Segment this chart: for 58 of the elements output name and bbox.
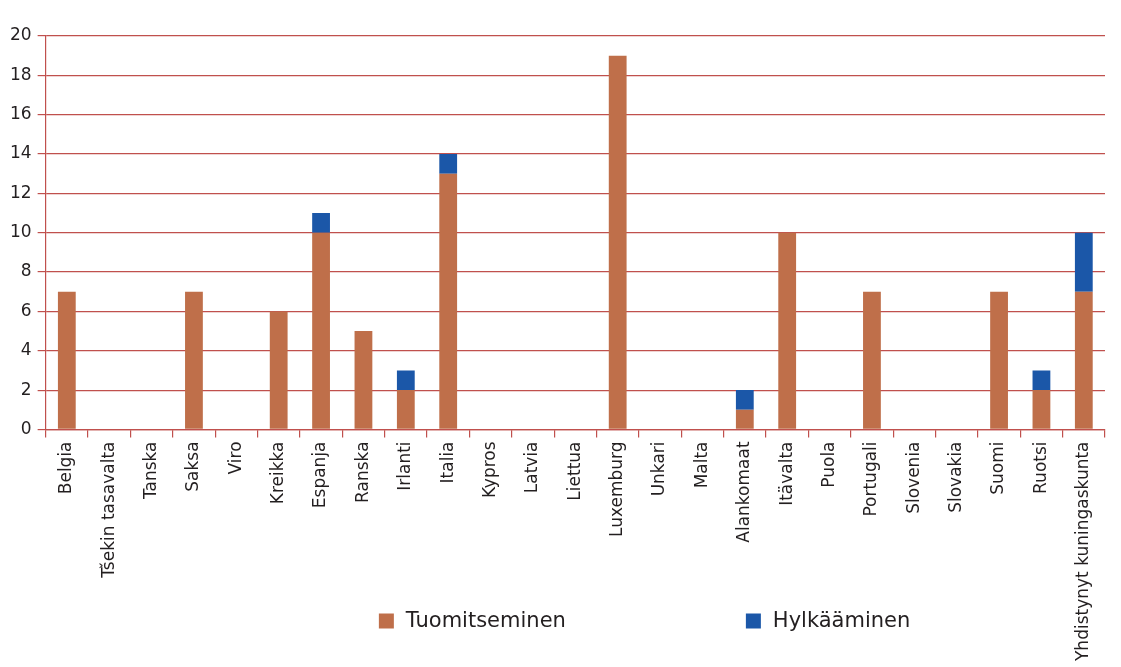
x-tick-label: Tšekin tasavalta [97, 441, 118, 579]
bar [608, 55, 627, 429]
bar [990, 291, 1008, 429]
y-tick-label: 8 [20, 260, 32, 281]
x-tick-label: Ruotsi [1029, 441, 1050, 494]
x-tick-label: Malta [690, 441, 711, 489]
bar [735, 390, 754, 410]
bar [269, 311, 288, 429]
y-tick-label: 12 [9, 181, 32, 202]
bar [185, 291, 203, 429]
x-tick-label: Kreikka [267, 441, 288, 505]
bar [863, 291, 881, 429]
x-tick-label: Luxemburg [606, 441, 627, 538]
bar [354, 331, 373, 429]
x-tick-label: Tanska [139, 441, 160, 501]
y-tick-label: 2 [20, 378, 32, 399]
x-tick-label: Itävalta [775, 441, 796, 506]
x-tick-label: Puola [817, 441, 838, 488]
x-tick-label: Saksa [182, 441, 203, 492]
x-tick-label: Belgia [55, 441, 76, 495]
bar [1074, 232, 1093, 292]
y-tick-label: 10 [9, 221, 32, 242]
x-tick-label: Latvia [521, 441, 542, 494]
bar [396, 370, 415, 391]
x-tick-label: Ranska [351, 441, 372, 503]
y-tick-label: 4 [20, 339, 32, 360]
x-tick-label: Slovenia [902, 441, 923, 514]
y-tick-label: 0 [20, 417, 32, 438]
legend-label: Hylkääminen [772, 608, 911, 633]
y-tick-label: 20 [9, 24, 32, 45]
bar [778, 232, 797, 429]
y-tick-label: 18 [9, 63, 32, 84]
bar [312, 213, 330, 233]
bar [735, 409, 754, 429]
bar [396, 390, 415, 429]
x-tick-label: Irlanti [394, 441, 415, 491]
legend-label: Tuomitseminen [404, 608, 566, 633]
x-tick-label: Kypros [478, 441, 499, 499]
bar [312, 232, 330, 429]
x-tick-label: Portugali [860, 441, 881, 517]
bar [439, 154, 458, 174]
bar [1074, 291, 1093, 429]
x-tick-label: Suomi [987, 441, 1008, 495]
bar [57, 291, 76, 429]
y-tick-label: 14 [9, 142, 32, 163]
x-tick-label: Liettua [563, 441, 584, 501]
x-tick-label: Unkari [648, 441, 669, 497]
y-tick-label: 16 [9, 103, 32, 124]
x-tick-label: Slovakia [945, 441, 966, 513]
x-tick-label: Espanja [309, 441, 330, 509]
x-tick-label: Yhdistynyt kuningaskunta [1072, 441, 1093, 663]
x-tick-label: Alankomaat [733, 441, 754, 543]
bar [439, 173, 458, 429]
x-tick-label: Italia [436, 441, 457, 484]
bar [1032, 390, 1051, 429]
bar [1032, 370, 1051, 391]
y-tick-label: 6 [20, 299, 32, 320]
x-tick-label: Viro [224, 441, 245, 475]
